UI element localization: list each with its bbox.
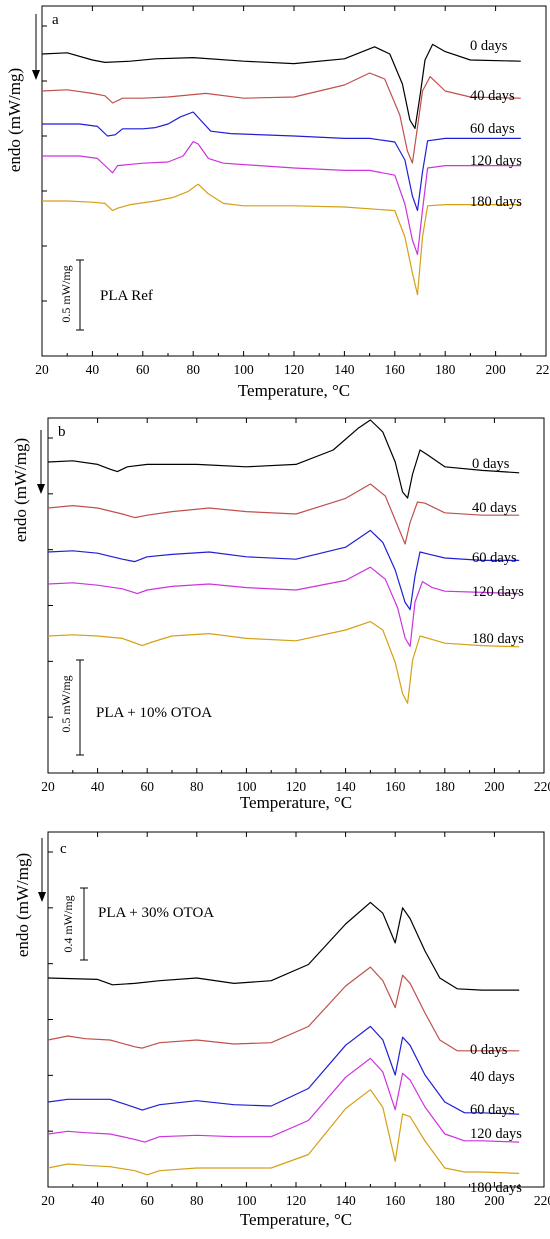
panel-b-series-label: 120 days (472, 584, 524, 600)
panel-b-series-label: 40 days (472, 500, 517, 516)
panel-a-scale-label: 0.5 mW/mg (59, 265, 73, 322)
panel-b-curve-180-days (47, 621, 520, 704)
panel-b-annotation: PLA + 10% OTOA (96, 705, 212, 721)
panel-a-letter: a (52, 12, 59, 28)
endo-arrow (38, 838, 46, 902)
panel-a-curve-60-days (42, 111, 521, 211)
panel-c-xtick-label: 120 (286, 1193, 307, 1208)
panel-a-xtick-label: 40 (86, 362, 100, 377)
panel-c-series-label: 60 days (470, 1102, 515, 1118)
panel-c-xtick-label: 100 (236, 1193, 257, 1208)
panel-b-xtick-label: 220 (534, 779, 550, 794)
panel-c-xtick-label: 20 (41, 1193, 55, 1208)
panel-b-scale-bar (76, 659, 84, 756)
panel-c-xlabel: Temperature, °C (240, 1210, 352, 1229)
panel-a-curve-180-days (42, 183, 521, 296)
panel-a: a endo (mW/mg) Temperature, °C PLA Ref 0… (5, 5, 550, 400)
panel-a-series-label: 0 days (470, 38, 508, 54)
panel-a-xtick-label: 20 (35, 362, 49, 377)
panel-b-xtick-label: 140 (335, 779, 356, 794)
endo-arrow (37, 430, 45, 494)
endo-arrow (32, 14, 40, 80)
panel-c-curve-0-days (47, 901, 520, 991)
panel-b-xtick-label: 60 (140, 779, 154, 794)
panel-b-curve-120-days (47, 566, 520, 647)
panel-a-xtick-label: 60 (136, 362, 150, 377)
panel-a-xtick-label: 120 (284, 362, 305, 377)
panel-b-curve-0-days (47, 419, 520, 499)
panel-a-xtick-label: 180 (435, 362, 456, 377)
panel-b-series-label: 180 days (472, 631, 524, 647)
panel-c-xtick-label: 180 (435, 1193, 456, 1208)
panel-b-series-label: 60 days (472, 550, 517, 566)
panel-b-xtick-label: 160 (385, 779, 406, 794)
panel-a-ylabel: endo (mW/mg) (5, 68, 24, 172)
panel-a-xtick-label: 80 (186, 362, 200, 377)
panel-b-xlabel: Temperature, °C (240, 793, 352, 812)
panel-a-xlabel: Temperature, °C (238, 381, 350, 400)
panel-a-xtick-label: 160 (385, 362, 406, 377)
panel-b-curve-60-days (47, 529, 520, 611)
panel-c-annotation: PLA + 30% OTOA (98, 905, 214, 921)
panel-a-xtick-label: 100 (233, 362, 254, 377)
panel-c-scale-bar (80, 887, 88, 961)
panel-c-series-label: 180 days (470, 1180, 522, 1196)
panel-c: c endo (mW/mg) Temperature, °C PLA + 30%… (13, 831, 550, 1229)
panel-b-xtick-label: 100 (236, 779, 257, 794)
panel-c-xtick-label: 220 (534, 1193, 550, 1208)
panel-b-curve-40-days (47, 483, 520, 545)
panel-c-curve-180-days (47, 1089, 520, 1176)
panel-c-xtick-label: 40 (91, 1193, 105, 1208)
panel-a-curve-40-days (41, 72, 521, 164)
panel-c-series-label: 40 days (470, 1069, 515, 1085)
panel-c-ylabel: endo (mW/mg) (13, 853, 32, 957)
panel-b-xtick-label: 20 (41, 779, 55, 794)
panel-a-series-label: 120 days (470, 153, 522, 169)
panel-a-annotation: PLA Ref (100, 288, 153, 304)
panel-c-xtick-label: 140 (335, 1193, 356, 1208)
panel-b-series-label: 0 days (472, 456, 510, 472)
panel-b-xtick-label: 200 (484, 779, 505, 794)
panel-a-series-label: 60 days (470, 121, 515, 137)
panel-a-xtick-label: 200 (485, 362, 506, 377)
panel-a-xtick-label: 220 (536, 362, 550, 377)
panel-c-xtick-label: 160 (385, 1193, 406, 1208)
panel-b-ylabel: endo (mW/mg) (11, 438, 30, 542)
panel-b-letter: b (58, 424, 66, 440)
panel-b-xtick-label: 120 (286, 779, 307, 794)
panel-c-curve-60-days (47, 1025, 520, 1115)
panel-b-xtick-label: 180 (435, 779, 456, 794)
panel-a-curve-120-days (42, 141, 521, 255)
panel-a-xtick-label: 140 (334, 362, 355, 377)
panel-b-xtick-label: 40 (91, 779, 105, 794)
panel-c-series-label: 0 days (470, 1042, 508, 1058)
panel-b-xtick-label: 80 (190, 779, 204, 794)
panel-c-curve-120-days (47, 1057, 520, 1143)
panel-a-scale-bar (76, 259, 84, 331)
panel-a-series-label: 180 days (470, 194, 522, 210)
panel-c-letter: c (60, 841, 67, 857)
panel-a-series-label: 40 days (470, 88, 515, 104)
panel-c-xtick-label: 60 (140, 1193, 154, 1208)
panel-c-xtick-label: 200 (484, 1193, 505, 1208)
panel-c-scale-label: 0.4 mW/mg (61, 895, 75, 952)
panel-a-curve-0-days (41, 43, 521, 129)
panel-c-series-label: 120 days (470, 1126, 522, 1142)
panel-b: b endo (mW/mg) Temperature, °C PLA + 10%… (11, 417, 550, 812)
panel-c-curve-40-days (47, 966, 520, 1052)
panel-b-scale-label: 0.5 mW/mg (59, 675, 73, 732)
panel-c-xtick-label: 80 (190, 1193, 204, 1208)
